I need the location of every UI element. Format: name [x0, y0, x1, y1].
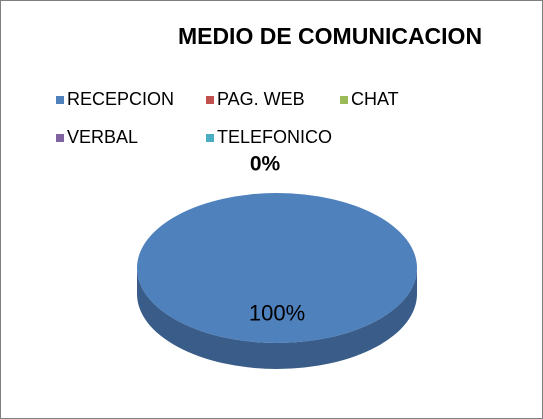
legend-label: CHAT — [351, 89, 399, 109]
data-label: 0% — [250, 153, 281, 176]
legend-swatch — [340, 96, 348, 104]
legend-label: VERBAL — [67, 127, 138, 147]
legend-swatch — [206, 96, 214, 104]
legend-swatch — [206, 134, 214, 142]
chart-title: MEDIO DE COMUNICACION — [178, 23, 482, 49]
data-label: 100% — [249, 300, 305, 325]
legend-swatch — [56, 96, 64, 104]
legend-label: PAG. WEB — [217, 89, 305, 109]
legend-label: RECEPCION — [67, 89, 174, 109]
legend-label: TELEFONICO — [217, 127, 332, 147]
pie-slice-side — [137, 268, 417, 369]
legend-swatch — [56, 134, 64, 142]
pie-slice — [137, 193, 417, 343]
